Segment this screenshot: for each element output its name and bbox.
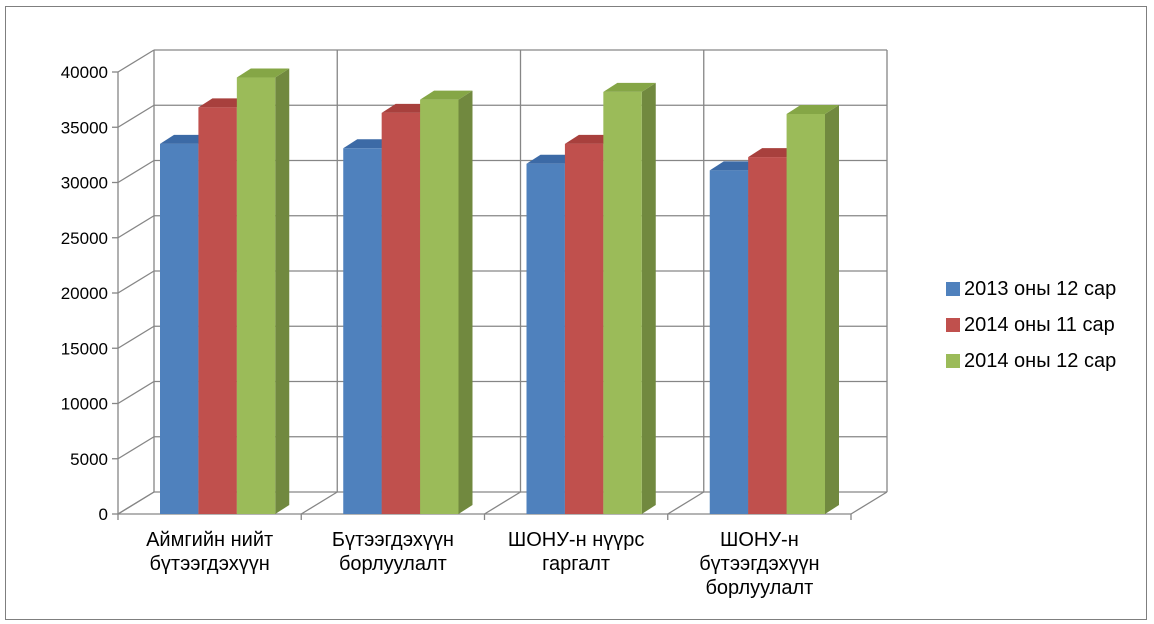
legend-swatch [946,354,960,368]
bars-layer [160,68,839,515]
floor-line [484,491,521,515]
y-tick-label: 25000 [61,229,108,248]
bar [420,99,459,514]
bar-top [236,68,290,78]
bar-top [603,82,656,92]
x-tick-label: Бүтээгдэхүүн борлуулалт [331,529,454,575]
x-tick-label: ШОНУ-н бүтээгдэхүүн борлуулалт [699,529,820,599]
gridline-side [117,159,155,184]
bar [198,107,237,515]
y-tick-label: 15000 [61,339,108,358]
bar-side [275,68,290,515]
y-tick-label: 35000 [61,118,108,137]
bar [709,170,749,514]
gridline-side [117,436,155,460]
floor-line [850,491,888,515]
gridline-side [117,104,155,128]
legend: 2013 оны 12 сар 2014 оны 11 сар 2014 оны 1… [946,271,1116,379]
legend-item: 2014 оны 12 сар [946,343,1116,379]
bar [564,143,604,514]
bar [748,157,787,514]
gridline-side [117,49,155,73]
floor-line [117,491,155,515]
bar-side [641,82,656,514]
gridline-side [117,270,155,294]
legend-label: 2013 оны 12 сар [964,277,1117,300]
legend-swatch [946,282,960,296]
bar-side [825,104,839,515]
bar-side [458,90,473,514]
bar [786,113,825,515]
bar-top [786,104,839,114]
bar [236,77,276,515]
bar [160,143,199,514]
gridline-side [117,325,155,349]
floor-line [667,491,705,515]
y-tick-label: 5000 [70,450,108,469]
legend-label: 2014 оны 11 сар [964,313,1115,336]
bar [381,112,421,514]
y-tick-label: 0 [99,505,108,524]
y-tick-label: 20000 [61,284,108,303]
legend-item: 2013 оны 12 сар [946,271,1116,307]
bar [526,163,565,514]
y-tick-label: 30000 [61,174,108,193]
x-tick-label: ШОНУ-н нүүрс гаргалт [507,529,645,575]
floor-line [300,491,338,515]
x-tick-label: Аймгийн нийт бүтээгдэхүүн [146,529,274,575]
bar [343,148,382,514]
gridline-side [117,380,155,405]
legend-label: 2014 оны 12 сар [964,349,1117,372]
y-tick-label: 10000 [61,395,108,414]
chart-frame: 0 5000 10000 15000 20000 25000 30000 35000 40000… [5,6,1147,620]
bar-chart: 0 5000 10000 15000 20000 25000 30000 35000 40000 [61,49,888,524]
legend-item: 2014 оны 11 сар [946,307,1116,343]
axis-layer: 0 5000 10000 15000 20000 25000 30000 35000 40000 [61,63,852,524]
bar [603,91,642,514]
gridline-side [117,215,155,239]
y-tick-label: 40000 [61,63,108,82]
legend-swatch [946,318,960,332]
bar-top [420,90,473,100]
